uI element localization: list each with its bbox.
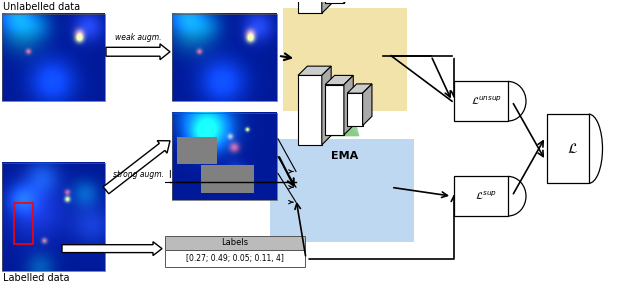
Bar — [298, 76, 322, 145]
Bar — [454, 176, 508, 216]
Bar — [454, 82, 508, 121]
FancyArrow shape — [103, 141, 170, 194]
Bar — [298, 0, 322, 13]
Polygon shape — [363, 84, 372, 126]
Text: Unlabelled data: Unlabelled data — [3, 2, 80, 12]
Bar — [202, 165, 254, 193]
Text: $\mathcal{L}$: $\mathcal{L}$ — [567, 142, 578, 156]
Text: $\mathcal{L}^{sup}$: $\mathcal{L}^{sup}$ — [475, 190, 498, 202]
Polygon shape — [347, 84, 372, 93]
Bar — [2, 162, 105, 271]
Text: $\mathcal{L}^{unsup}$: $\mathcal{L}^{unsup}$ — [471, 95, 502, 108]
Bar — [165, 250, 305, 267]
Bar — [325, 0, 344, 3]
Text: [0.27; 0.49; 0.05; 0.11, 4]: [0.27; 0.49; 0.05; 0.11, 4] — [186, 254, 284, 263]
FancyArrow shape — [62, 242, 162, 256]
Polygon shape — [325, 76, 353, 85]
Bar — [172, 14, 277, 101]
Text: EMA: EMA — [332, 151, 359, 161]
Text: weak augm.: weak augm. — [115, 33, 162, 42]
Bar — [14, 203, 33, 244]
Polygon shape — [298, 66, 331, 76]
Bar — [347, 93, 363, 126]
Polygon shape — [344, 0, 353, 3]
Bar — [325, 85, 344, 135]
FancyBboxPatch shape — [283, 8, 407, 111]
Text: strong augm.: strong augm. — [113, 170, 164, 179]
Bar — [165, 236, 305, 250]
FancyArrow shape — [106, 44, 170, 60]
Polygon shape — [344, 76, 353, 135]
Text: Labelled data: Labelled data — [3, 273, 70, 283]
Bar — [2, 14, 105, 101]
Bar — [177, 138, 217, 164]
Polygon shape — [322, 66, 331, 145]
Bar — [547, 114, 589, 183]
Text: Labels: Labels — [221, 238, 249, 247]
FancyBboxPatch shape — [270, 139, 414, 242]
Bar — [172, 113, 277, 200]
Polygon shape — [331, 114, 359, 136]
Polygon shape — [331, 123, 359, 136]
Polygon shape — [322, 0, 331, 13]
Text: l: l — [168, 170, 171, 180]
